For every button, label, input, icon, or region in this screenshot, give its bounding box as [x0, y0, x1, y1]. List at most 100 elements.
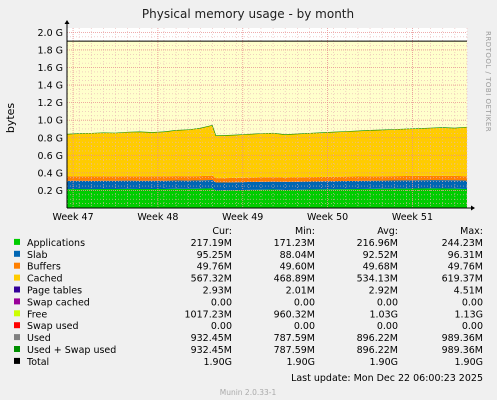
legend-min-value: 49.60M: [280, 262, 315, 273]
legend-name: Page tables: [27, 286, 82, 297]
legend-cur-value: 0.00: [211, 297, 232, 308]
legend-avg-value: 896.22M: [357, 333, 398, 344]
legend-max-value: 619.37M: [442, 274, 483, 285]
munin-version: Munin 2.0.33-1: [220, 388, 277, 397]
legend-name: Swap cached: [27, 297, 90, 308]
legend-cur-value: 49.76M: [197, 262, 232, 273]
legend-name: Buffers: [27, 262, 61, 273]
legend-swatch: [14, 250, 20, 257]
x-axis-arrow: [471, 205, 475, 211]
area-cached: [67, 125, 467, 179]
x-tick-label: Week 50: [307, 212, 348, 223]
legend-cur-value: 932.45M: [191, 333, 232, 344]
x-tick-label: Week 47: [52, 212, 93, 223]
legend-cur-value: 567.32M: [191, 274, 232, 285]
legend-cur-value: 217.19M: [191, 238, 232, 249]
legend-avg-value: 1.03G: [369, 309, 398, 320]
legend-cur-value: 2.93M: [203, 286, 232, 297]
legend-swatch: [14, 322, 20, 329]
y-tick-label: 1.2 G: [38, 98, 64, 109]
legend-avg-value: 1.90G: [369, 357, 398, 368]
y-tick-label: 1.0 G: [38, 116, 64, 127]
rrdtool-side-label: RRDTOOL / TOBI OETIKER: [484, 31, 492, 132]
legend-header: Cur:: [212, 226, 232, 237]
x-tick-label: Week 49: [222, 212, 263, 223]
y-tick-label: 0.8 G: [38, 133, 64, 144]
y-tick-label: 1.6 G: [38, 63, 64, 74]
y-tick-label: 0.2 G: [38, 186, 64, 197]
chart-title: Physical memory usage - by month: [142, 7, 354, 21]
legend-max-value: 989.36M: [442, 333, 483, 344]
legend-min-value: 787.59M: [274, 333, 315, 344]
legend-avg-value: 0.00: [377, 297, 398, 308]
area-free: [67, 40, 467, 136]
legend-swatch: [14, 310, 20, 317]
legend-min-value: 1.90G: [286, 357, 315, 368]
legend-cur-value: 1.90G: [203, 357, 232, 368]
plot-area: 0.2 G 0.4 G 0.6 G 0.8 G 1.0 G 1.2 G 1.4 G 1.6 G…: [38, 20, 475, 223]
legend-max-value: 0.00: [462, 297, 483, 308]
y-axis-arrow: [64, 20, 70, 24]
y-tick-label: 2.0 G: [38, 28, 64, 39]
legend-max-value: 1.90G: [454, 357, 483, 368]
legend-min-value: 468.89M: [274, 274, 315, 285]
legend-swatch: [14, 286, 20, 293]
legend-name: Slab: [27, 250, 48, 261]
legend-header: Max:: [460, 226, 483, 237]
x-tick-label: Week 51: [392, 212, 433, 223]
legend-swatch: [14, 346, 20, 352]
legend-min-value: 960.32M: [274, 309, 315, 320]
legend-swatch: [14, 274, 20, 281]
legend-name: Cached: [27, 274, 63, 285]
last-update: Last update: Mon Dec 22 06:00:23 2025: [291, 373, 483, 384]
legend-avg-value: 534.13M: [357, 274, 398, 285]
y-tick-label: 1.4 G: [38, 81, 64, 92]
legend-name: Free: [27, 309, 47, 320]
legend-min-value: 0.00: [294, 321, 315, 332]
legend-name: Total: [26, 357, 49, 368]
legend-min-value: 787.59M: [274, 345, 315, 356]
y-axis-label: bytes: [4, 103, 17, 134]
legend-avg-value: 2.92M: [369, 286, 398, 297]
legend-name: Used + Swap used: [27, 345, 116, 356]
legend: Cur: Min: Avg: Max: Applications 217.19M 171.2…: [14, 226, 483, 368]
legend-min-value: 0.00: [294, 297, 315, 308]
legend-cur-value: 0.00: [211, 321, 232, 332]
legend-max-value: 4.51M: [454, 286, 483, 297]
legend-max-value: 1.13G: [454, 309, 483, 320]
area-slab: [67, 179, 467, 191]
legend-max-value: 96.31M: [448, 250, 483, 261]
legend-max-value: 49.76M: [448, 262, 483, 273]
legend-max-value: 0.00: [462, 321, 483, 332]
legend-min-value: 2.01M: [286, 286, 315, 297]
legend-avg-value: 216.96M: [357, 238, 398, 249]
area-applications: [67, 188, 467, 208]
legend-avg-value: 49.68M: [363, 262, 398, 273]
legend-swatch: [14, 334, 20, 341]
legend-min-value: 88.04M: [280, 250, 315, 261]
legend-header: Min:: [295, 226, 315, 237]
legend-swatch: [14, 357, 20, 364]
legend-cur-value: 932.45M: [191, 345, 232, 356]
legend-cur-value: 1017.23M: [185, 309, 232, 320]
legend-max-value: 989.36M: [442, 345, 483, 356]
legend-header: Avg:: [377, 226, 398, 237]
legend-name: Swap used: [27, 321, 79, 332]
x-tick-label: Week 48: [137, 212, 178, 223]
legend-swatch: [14, 298, 20, 305]
legend-avg-value: 896.22M: [357, 345, 398, 356]
legend-name: Applications: [27, 238, 85, 249]
legend-name: Used: [27, 333, 51, 344]
y-tick-label: 1.8 G: [38, 45, 64, 56]
legend-swatch: [14, 238, 20, 245]
legend-cur-value: 95.25M: [197, 250, 232, 261]
y-tick-label: 0.6 G: [38, 151, 64, 162]
legend-min-value: 171.23M: [274, 238, 315, 249]
y-tick-label: 0.4 G: [38, 168, 64, 179]
legend-avg-value: 0.00: [377, 321, 398, 332]
legend-avg-value: 92.52M: [363, 250, 398, 261]
legend-max-value: 244.23M: [442, 238, 483, 249]
legend-swatch: [14, 262, 20, 269]
